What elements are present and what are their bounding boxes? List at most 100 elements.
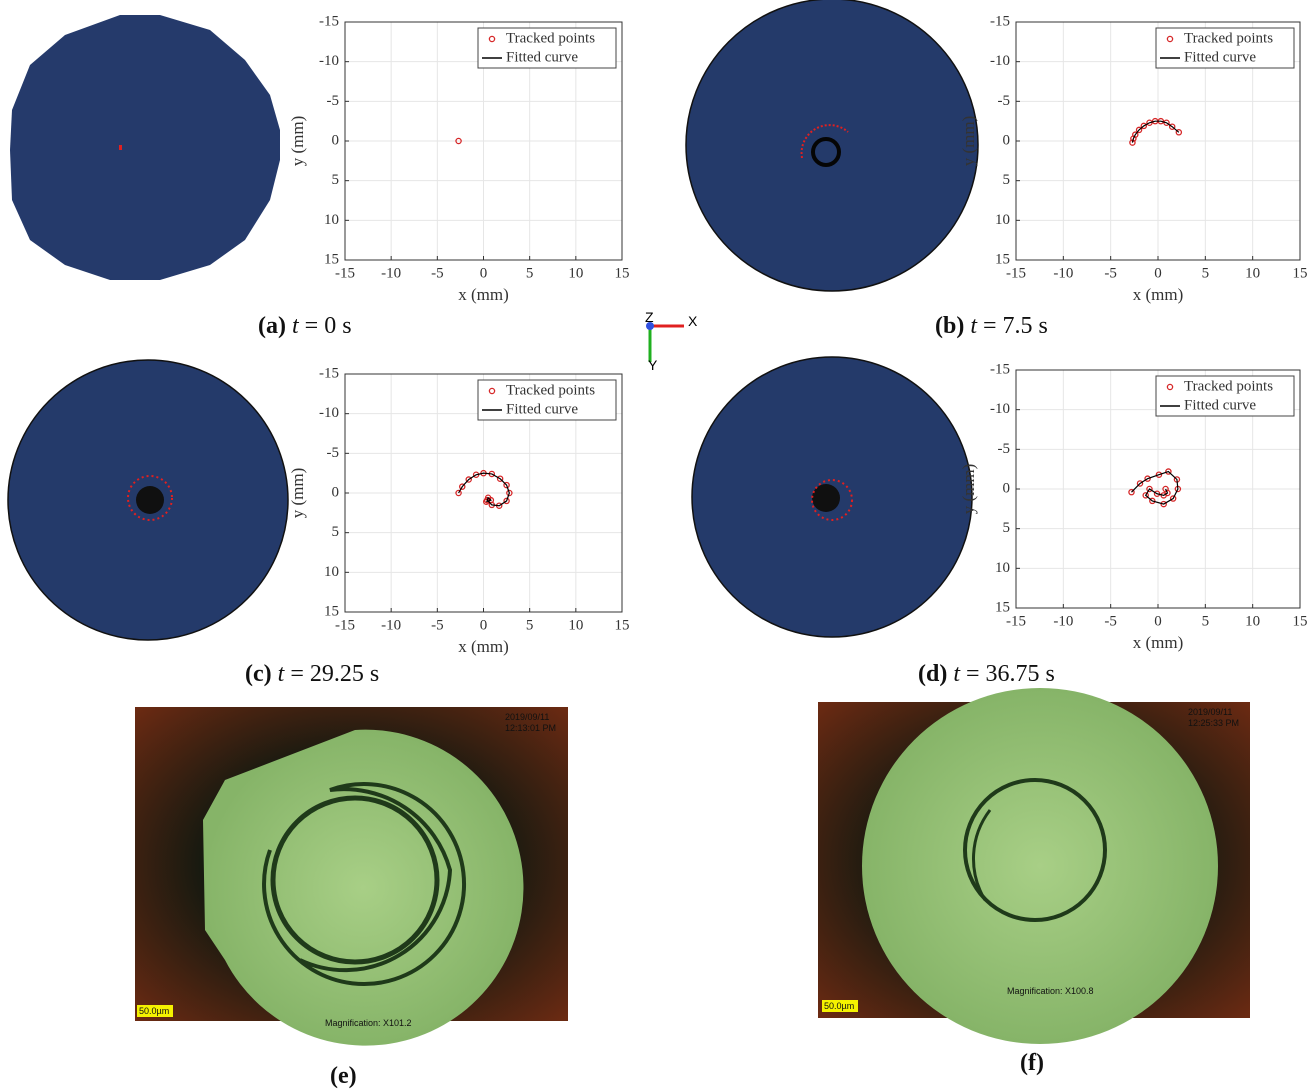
x-tick-label: -5 — [1104, 265, 1117, 281]
x-tick-label: 10 — [568, 265, 583, 281]
legend-label: Fitted curve — [1184, 49, 1256, 65]
caption: (a) t = 0 s — [258, 313, 352, 339]
caption: (b) t = 7.5 s — [935, 313, 1048, 339]
y-tick-label: 15 — [995, 251, 1010, 267]
y-tick-label: -15 — [319, 365, 339, 381]
x-tick-label: 15 — [615, 617, 630, 633]
y-tick-label: -5 — [998, 441, 1011, 457]
y-axis-label: y (mm) — [288, 116, 307, 167]
micro-date: 2019/09/11 — [505, 712, 549, 722]
y-tick-label: 0 — [332, 484, 340, 500]
y-tick-label: -10 — [319, 53, 339, 69]
tracked-marker — [119, 145, 122, 150]
x-tick-label: 0 — [480, 265, 488, 281]
micro-scale: 50.0µm — [824, 1001, 854, 1011]
legend-label: Fitted curve — [506, 49, 578, 65]
micro-scale: 50.0µm — [139, 1006, 169, 1016]
x-tick-label: -10 — [1053, 613, 1073, 629]
caption: (c) t = 29.25 s — [245, 661, 379, 687]
triad-x-label: X — [688, 313, 698, 329]
triad-z-label: Z — [645, 309, 654, 325]
y-tick-label: -5 — [327, 93, 340, 109]
x-tick-label: 15 — [1293, 265, 1308, 281]
x-axis-label: x (mm) — [458, 285, 509, 304]
particle-disk — [686, 0, 978, 291]
caption-text: = 7.5 s — [983, 313, 1048, 339]
y-axis-label: y (mm) — [959, 116, 978, 167]
caption-variable: t — [970, 313, 978, 339]
x-tick-label: 0 — [1154, 265, 1162, 281]
y-tick-label: -10 — [990, 53, 1010, 69]
y-tick-label: 5 — [332, 172, 340, 188]
y-tick-label: -15 — [319, 13, 339, 29]
y-tick-label: 10 — [995, 212, 1010, 228]
figure: Z X Y (a) t = 0 s (b) t = 7.5 s (c) t = … — [0, 0, 1312, 1090]
x-tick-label: -10 — [1053, 265, 1073, 281]
y-tick-label: -10 — [990, 401, 1010, 417]
y-tick-label: 15 — [324, 603, 339, 619]
legend-label: Tracked points — [506, 382, 595, 398]
x-tick-label: -15 — [1006, 613, 1026, 629]
y-tick-label: 10 — [324, 212, 339, 228]
triad-y-label: Y — [648, 357, 658, 373]
x-tick-label: 5 — [1202, 613, 1210, 629]
legend-label: Tracked points — [1184, 30, 1273, 46]
caption: (d) t = 36.75 s — [918, 661, 1055, 687]
x-tick-label: 15 — [615, 265, 630, 281]
x-tick-label: -15 — [335, 265, 355, 281]
x-tick-label: -15 — [1006, 265, 1026, 281]
micro-time: 12:25:33 PM — [1188, 718, 1239, 728]
legend-label: Tracked points — [1184, 378, 1273, 394]
x-axis-label: x (mm) — [1133, 285, 1184, 304]
micro-magnification: Magnification: X100.8 — [1007, 986, 1094, 996]
y-tick-label: 0 — [332, 132, 340, 148]
x-tick-label: 10 — [568, 617, 583, 633]
y-tick-label: 5 — [1003, 520, 1011, 536]
legend-label: Tracked points — [506, 30, 595, 46]
caption-letter: (d) — [918, 661, 947, 687]
y-tick-label: 5 — [1003, 172, 1011, 188]
caption-variable: t — [292, 313, 300, 339]
particle-disk — [10, 15, 280, 280]
caption-letter: (b) — [935, 313, 964, 339]
caption-letter: (a) — [258, 313, 286, 339]
x-tick-label: 5 — [526, 617, 534, 633]
x-tick-label: -5 — [1104, 613, 1117, 629]
x-tick-label: 0 — [480, 617, 488, 633]
micro-time: 12:13:01 PM — [505, 723, 556, 733]
caption-text: = 0 s — [305, 313, 352, 339]
y-axis-label: y (mm) — [288, 468, 307, 519]
x-tick-label: -10 — [381, 617, 401, 633]
x-tick-label: 10 — [1245, 613, 1260, 629]
x-tick-label: 10 — [1245, 265, 1260, 281]
y-tick-label: 10 — [995, 560, 1010, 576]
hole — [136, 486, 164, 514]
y-tick-label: -15 — [990, 13, 1010, 29]
caption-letter: (c) — [245, 661, 272, 687]
x-tick-label: 5 — [526, 265, 534, 281]
micro-magnification: Magnification: X101.2 — [325, 1018, 412, 1028]
micro-date: 2019/09/11 — [1188, 707, 1232, 717]
caption-variable: t — [278, 661, 286, 687]
panel-label: (e) — [330, 1063, 357, 1089]
x-tick-label: -5 — [431, 617, 444, 633]
x-tick-label: -15 — [335, 617, 355, 633]
x-axis-label: x (mm) — [458, 637, 509, 656]
y-tick-label: 15 — [324, 251, 339, 267]
legend-label: Fitted curve — [506, 401, 578, 417]
x-tick-label: 0 — [1154, 613, 1162, 629]
panel-label: (f) — [1020, 1050, 1044, 1076]
y-tick-label: 0 — [1003, 132, 1011, 148]
y-tick-label: 10 — [324, 564, 339, 580]
x-tick-label: -5 — [431, 265, 444, 281]
y-axis-label: y (mm) — [959, 464, 978, 515]
y-tick-label: 15 — [995, 599, 1010, 615]
y-tick-label: -5 — [998, 93, 1011, 109]
x-tick-label: 15 — [1293, 613, 1308, 629]
x-tick-label: -10 — [381, 265, 401, 281]
x-tick-label: 5 — [1202, 265, 1210, 281]
y-tick-label: -5 — [327, 445, 340, 461]
y-tick-label: -10 — [319, 405, 339, 421]
caption-text: = 29.25 s — [290, 661, 379, 687]
caption-text: = 36.75 s — [966, 661, 1055, 687]
